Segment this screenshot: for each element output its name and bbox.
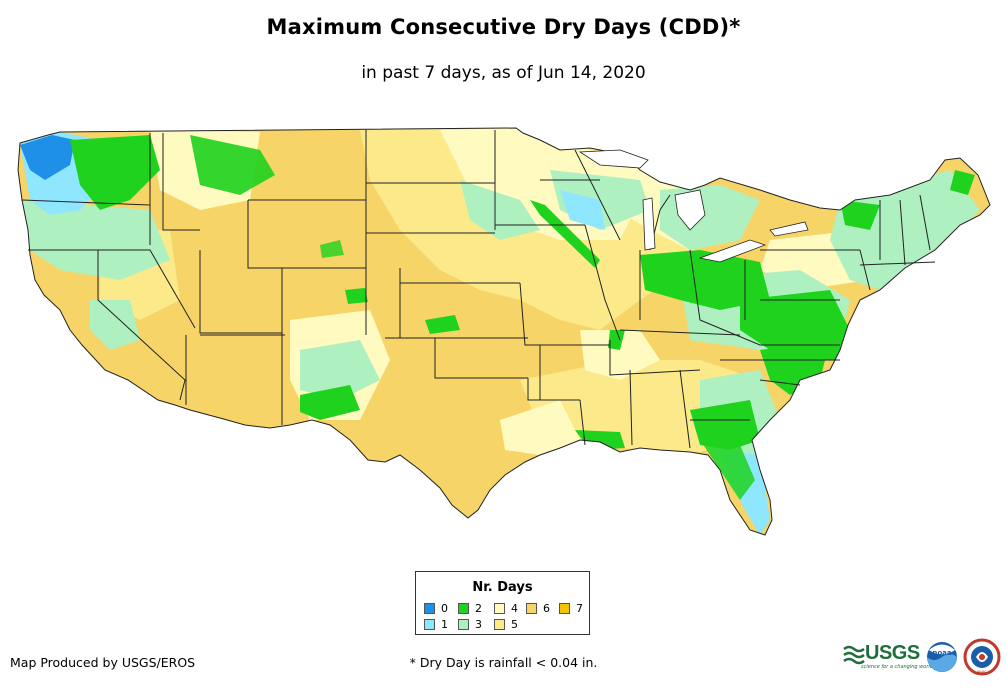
- credit-text: Map Produced by USGS/EROS: [10, 655, 196, 670]
- legend-item-4: 4: [494, 602, 518, 615]
- usgs-wave-icon: [843, 645, 865, 665]
- footnote-text: * Dry Day is rainfall < 0.04 in.: [409, 655, 598, 670]
- legend-item-6: 6: [526, 602, 550, 615]
- legend-swatch-5: [494, 619, 505, 630]
- legend: Nr. Days 0 1 2 3 4 5 6 7: [415, 571, 590, 635]
- legend-item-0: 0: [424, 602, 448, 615]
- legend-swatch-6: [526, 603, 537, 614]
- nws-logo: NWS: [963, 638, 1001, 676]
- legend-swatch-2: [458, 603, 469, 614]
- noaa-logo: noaa: [927, 642, 957, 672]
- legend-swatch-0: [424, 603, 435, 614]
- usgs-wordmark: USGS: [865, 642, 920, 664]
- legend-item-2: 2: [458, 602, 482, 615]
- legend-swatch-1: [424, 619, 435, 630]
- nws-wordmark: NWS: [977, 670, 987, 675]
- usgs-tagline: science for a changing world: [861, 664, 933, 670]
- legend-item-3: 3: [458, 618, 482, 631]
- legend-title: Nr. Days: [472, 580, 533, 595]
- usgs-logo: USGS science for a changing world: [843, 640, 933, 672]
- map-title: Maximum Consecutive Dry Days (CDD)*: [266, 15, 741, 39]
- legend-swatch-3: [458, 619, 469, 630]
- noaa-wordmark: noaa: [932, 649, 952, 657]
- legend-item-5: 5: [494, 618, 518, 631]
- legend-item-7: 7: [559, 602, 583, 615]
- legend-swatch-7: [559, 603, 570, 614]
- legend-item-1: 1: [424, 618, 448, 631]
- map-subtitle: in past 7 days, as of Jun 14, 2020: [361, 63, 646, 83]
- us-cdd-map: [17, 127, 991, 536]
- legend-swatch-4: [494, 603, 505, 614]
